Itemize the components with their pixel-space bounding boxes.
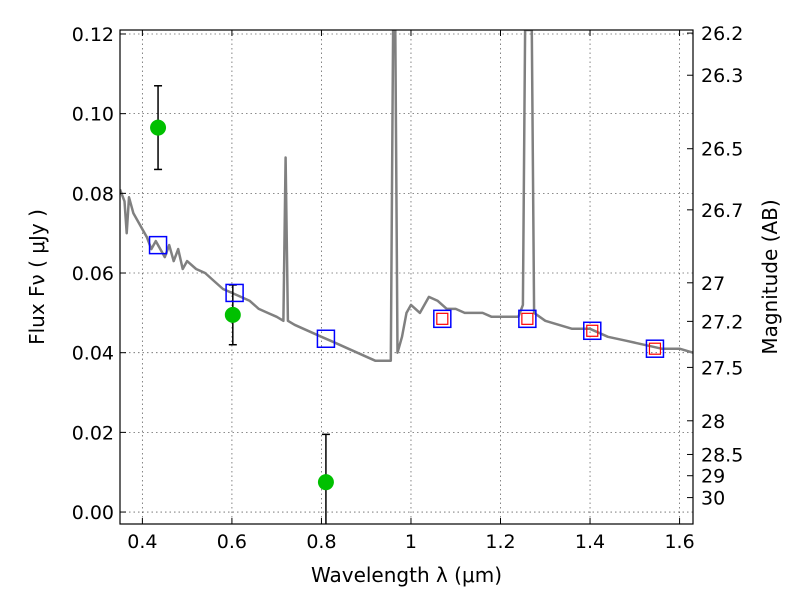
model-spectrum-line [120, 30, 693, 362]
y-tick-label: 0.10 [72, 104, 114, 126]
observed-point [224, 306, 241, 323]
y2-tick-label: 30 [701, 488, 725, 510]
y2-tick-label: 29 [701, 466, 725, 488]
axis-ticks [120, 30, 693, 524]
y-tick-label: 0.02 [72, 422, 114, 444]
observed-point [150, 119, 167, 136]
model-band-marker [433, 309, 452, 329]
y2-tick-label: 27.2 [701, 311, 743, 333]
x-tick-label: 1.6 [664, 531, 694, 553]
y2-tick-label: 26.7 [701, 200, 743, 222]
x-tick-label: 1.4 [575, 531, 605, 553]
y2-tick-label: 27.5 [701, 357, 743, 379]
y-axis-label: Flux Fν ( μJy ) [25, 209, 49, 345]
y2-tick-label: 26.5 [701, 139, 743, 161]
model-band-marker [583, 321, 602, 341]
x-tick-label: 0.4 [127, 531, 157, 553]
model-band-marker [148, 235, 168, 255]
model-band-marker-inner [586, 324, 599, 337]
y-tick-label: 0.06 [72, 263, 114, 285]
model-band-marker-inner [436, 312, 449, 325]
y2-axis-label: Magnitude (AB) [758, 199, 782, 354]
plot-frame [119, 29, 694, 525]
x-axis-label: Wavelength λ (μm) [311, 563, 502, 587]
y2-tick-label: 27 [701, 273, 725, 295]
model-band-marker-inner [521, 312, 534, 325]
y2-tick-label: 26.3 [701, 65, 743, 87]
x-tick-label: 1.2 [485, 531, 515, 553]
model-band-marker [225, 283, 244, 303]
model-band-marker [518, 309, 537, 329]
model-band-marker-inner [648, 342, 662, 355]
tick-labels: 0.4 0.6 0.8 1 1.2 1.4 1.6 0.00 0.02 0.04 0.06 0.08 0… [72, 23, 744, 553]
y-tick-label: 0.00 [72, 502, 114, 524]
y2-tick-label: 28.5 [701, 444, 743, 466]
x-tick-label: 0.6 [217, 531, 247, 553]
plot-area [120, 30, 693, 524]
y2-tick-label: 26.2 [701, 23, 743, 45]
y-tick-label: 0.04 [72, 343, 114, 365]
x-tick-label: 1 [405, 531, 417, 553]
observed-point [317, 474, 334, 491]
model-band-marker [645, 339, 665, 358]
x-tick-label: 0.8 [306, 531, 336, 553]
y2-tick-label: 28 [701, 411, 725, 433]
y-tick-label: 0.08 [72, 183, 114, 205]
y-tick-label: 0.12 [72, 24, 114, 46]
model-band-marker [316, 329, 336, 348]
grid [120, 30, 693, 524]
